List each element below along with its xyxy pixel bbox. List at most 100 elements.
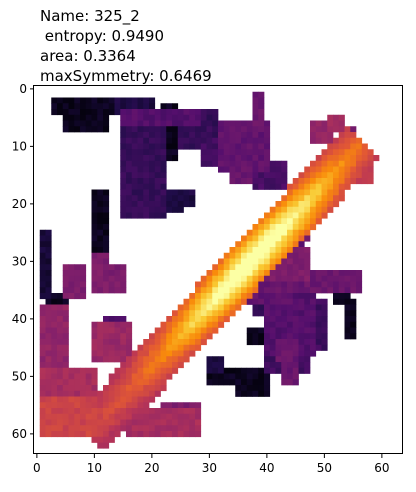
heatmap-cell xyxy=(315,189,322,196)
heatmap-cell xyxy=(160,350,167,357)
heatmap-cell xyxy=(149,195,156,202)
heatmap-cell xyxy=(166,344,173,351)
heatmap-cell xyxy=(39,235,46,242)
heatmap-cell xyxy=(252,379,259,386)
heatmap-cell xyxy=(252,149,259,156)
heatmap-cell xyxy=(114,419,121,426)
heatmap-cell xyxy=(154,212,161,219)
heatmap-cell xyxy=(241,367,248,374)
heatmap-cell xyxy=(344,149,351,156)
heatmap-cell xyxy=(333,281,340,288)
heatmap-cell xyxy=(177,201,184,208)
heatmap-cell xyxy=(292,339,299,346)
heatmap-cell xyxy=(137,344,144,351)
heatmap-cell xyxy=(264,132,271,139)
heatmap-cell xyxy=(281,379,288,386)
heatmap-cell xyxy=(166,109,173,116)
heatmap-cell xyxy=(166,103,173,110)
heatmap-cell xyxy=(327,172,334,179)
heatmap-cell xyxy=(143,206,150,213)
heatmap-cell xyxy=(74,97,81,104)
heatmap-cell xyxy=(154,350,161,357)
heatmap-cell xyxy=(344,137,351,144)
heatmap-cell xyxy=(212,287,219,294)
heatmap-cell xyxy=(74,120,81,127)
heatmap-cell xyxy=(264,281,271,288)
heatmap-cell xyxy=(246,373,253,380)
heatmap-cell xyxy=(91,114,98,121)
heatmap-cell xyxy=(246,166,253,173)
heatmap-cell xyxy=(275,224,282,231)
heatmap-cell xyxy=(91,339,98,346)
heatmap-cell xyxy=(195,402,202,409)
heatmap-cell xyxy=(246,379,253,386)
heatmap-cell xyxy=(131,390,138,397)
heatmap-cell xyxy=(229,137,236,144)
heatmap-cell xyxy=(108,436,115,443)
heatmap-cell xyxy=(258,247,265,254)
heatmap-cell xyxy=(195,310,202,317)
heatmap-cell xyxy=(131,132,138,139)
heatmap-cell xyxy=(304,212,311,219)
heatmap-cell xyxy=(120,379,127,386)
heatmap-cell xyxy=(252,287,259,294)
heatmap-cell xyxy=(252,339,259,346)
heatmap-cell xyxy=(137,189,144,196)
heatmap-cell xyxy=(97,419,104,426)
heatmap-cell xyxy=(166,126,173,133)
heatmap-cell xyxy=(275,264,282,271)
heatmap-cell xyxy=(252,275,259,282)
heatmap-cell xyxy=(338,189,345,196)
heatmap-cell xyxy=(315,132,322,139)
heatmap-cell xyxy=(137,109,144,116)
heatmap-cell xyxy=(137,114,144,121)
heatmap-cell xyxy=(218,316,225,323)
heatmap-cell xyxy=(108,344,115,351)
heatmap-cell xyxy=(137,120,144,127)
heatmap-cell xyxy=(39,385,46,392)
heatmap-cell xyxy=(200,155,207,162)
heatmap-cell xyxy=(327,155,334,162)
heatmap-cell xyxy=(166,373,173,380)
heatmap-cell xyxy=(333,120,340,127)
heatmap-cell xyxy=(143,379,150,386)
heatmap-cell xyxy=(200,321,207,328)
heatmap-cell xyxy=(120,212,127,219)
heatmap-cell xyxy=(120,367,127,374)
heatmap-cell xyxy=(189,431,196,438)
heatmap-cell xyxy=(338,275,345,282)
heatmap-cell xyxy=(45,264,52,271)
heatmap-cell xyxy=(120,373,127,380)
y-tick-label: 20 xyxy=(12,197,27,211)
heatmap-cell xyxy=(39,425,46,432)
heatmap-cell xyxy=(373,155,380,162)
heatmap-cell xyxy=(327,149,334,156)
heatmap-cell xyxy=(97,270,104,277)
heatmap-cell xyxy=(212,143,219,150)
heatmap-cell xyxy=(126,333,133,340)
heatmap-cell xyxy=(160,166,167,173)
heatmap-cell xyxy=(287,344,294,351)
heatmap-cell xyxy=(172,149,179,156)
heatmap-cell xyxy=(103,275,110,282)
heatmap-cell xyxy=(338,114,345,121)
heatmap-cell xyxy=(45,362,52,369)
heatmap-cell xyxy=(292,247,299,254)
heatmap-cell xyxy=(91,419,98,426)
heatmap-cell xyxy=(114,408,121,415)
heatmap-cell xyxy=(62,97,69,104)
heatmap-cell xyxy=(350,281,357,288)
heatmap-cell xyxy=(45,413,52,420)
heatmap-cell xyxy=(200,298,207,305)
heatmap-cell xyxy=(62,413,69,420)
heatmap-cell xyxy=(200,327,207,334)
heatmap-cell xyxy=(154,137,161,144)
heatmap-cell xyxy=(344,270,351,277)
heatmap-cell xyxy=(97,201,104,208)
heatmap-cell xyxy=(85,126,92,133)
heatmap-cell xyxy=(212,310,219,317)
heatmap-cell xyxy=(108,321,115,328)
heatmap-cell xyxy=(310,195,317,202)
heatmap-cell xyxy=(269,212,276,219)
heatmap-cell xyxy=(183,408,190,415)
